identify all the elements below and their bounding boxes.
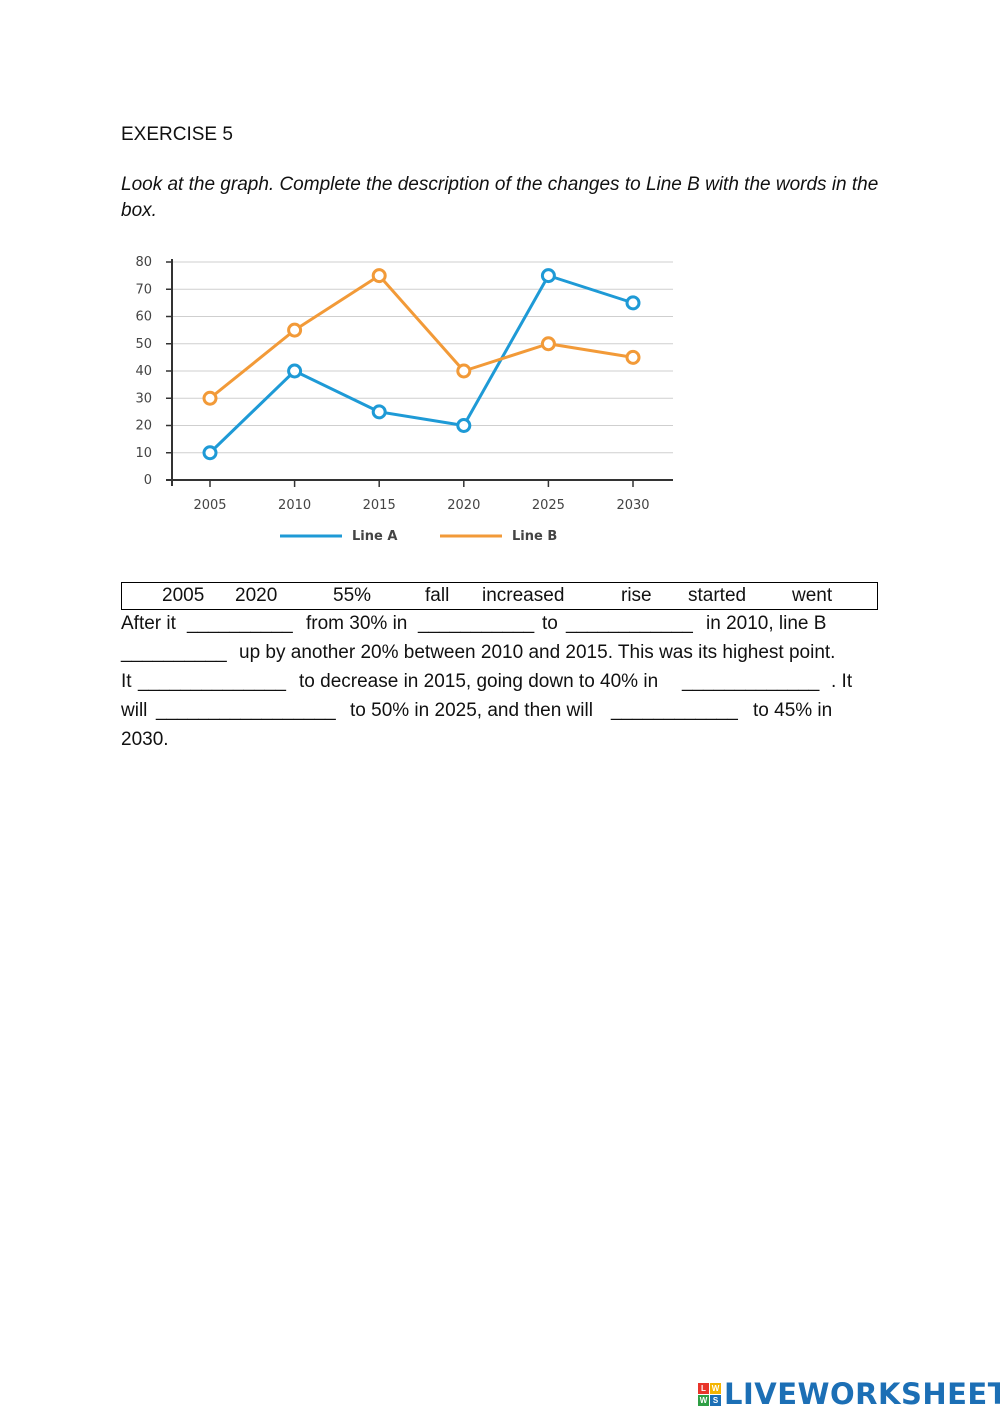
- logo-mark-cell: W: [698, 1394, 709, 1406]
- fill-in-paragraph: After it __________ from 30% in ________…: [121, 609, 881, 754]
- text: . It: [831, 671, 853, 692]
- data-point-line-b: [625, 349, 641, 365]
- text: to decrease in 2015, going down to 40% i…: [299, 671, 659, 692]
- data-point-line-a: [287, 363, 303, 379]
- y-tick-label: 30: [135, 391, 152, 406]
- word-box-item: increased: [482, 585, 565, 606]
- word-box-item: 2020: [235, 585, 278, 606]
- x-tick-label: 2015: [363, 498, 396, 513]
- text: up by another 20% between 2010 and 2015.…: [239, 642, 836, 663]
- series-line-line-a: [208, 274, 634, 454]
- logo-mark-cell: L: [698, 1382, 709, 1394]
- data-point-line-a: [540, 268, 556, 284]
- instructions: Look at the graph. Complete the descript…: [121, 174, 879, 221]
- text: to 45% in: [753, 700, 833, 721]
- paragraph-line: After it __________ from 30% in ________…: [121, 609, 881, 638]
- text: 2030.: [121, 729, 169, 750]
- blank-3[interactable]: ____________: [566, 613, 693, 634]
- word-box-item: 55%: [333, 585, 372, 606]
- data-point-line-b: [371, 268, 387, 284]
- blank-8[interactable]: ____________: [611, 700, 738, 721]
- word-box-item: started: [688, 585, 747, 606]
- x-tick-label: 2025: [532, 498, 565, 513]
- blank-6[interactable]: _____________: [682, 671, 820, 692]
- paragraph-line: 2030.: [121, 725, 881, 754]
- logo-mark-cell: S: [710, 1394, 721, 1406]
- y-tick-label: 40: [135, 364, 152, 379]
- x-tick-label: 2010: [278, 498, 311, 513]
- y-tick-label: 60: [135, 310, 152, 325]
- word-box-item: rise: [621, 585, 652, 606]
- blank-2[interactable]: ___________: [418, 613, 535, 634]
- data-point-line-b: [202, 390, 218, 406]
- blank-4[interactable]: __________: [121, 642, 227, 663]
- blank-7[interactable]: _________________: [156, 700, 336, 721]
- y-tick-label: 50: [135, 337, 152, 352]
- legend-label: Line A: [352, 529, 397, 544]
- series-line-line-b: [209, 274, 634, 400]
- word-box-item: went: [792, 585, 833, 606]
- exercise-title: EXERCISE 5: [121, 124, 233, 145]
- x-tick-label: 2020: [447, 498, 480, 513]
- data-point-line-b: [456, 363, 472, 379]
- text: to: [542, 613, 558, 634]
- y-tick-label: 10: [135, 446, 152, 461]
- data-point-line-a: [202, 445, 218, 461]
- liveworksheets-logo: L W W S LIVEWORKSHEETS: [698, 1377, 1000, 1411]
- text: in 2010, line B: [706, 613, 827, 634]
- word-box-item: 2005: [162, 585, 205, 606]
- word-box: 2005 2020 55% fall increased rise starte…: [121, 582, 878, 610]
- data-point-line-b: [540, 336, 556, 352]
- data-point-line-b: [287, 322, 303, 338]
- logo-mark-cell: W: [710, 1382, 721, 1394]
- text: from 30% in: [306, 613, 408, 634]
- paragraph-line: __________ up by another 20% between 201…: [121, 638, 881, 667]
- paragraph-line: It ______________ to decrease in 2015, g…: [121, 667, 881, 696]
- y-tick-label: 20: [135, 419, 152, 434]
- logo-text: LIVEWORKSHEETS: [724, 1377, 1000, 1411]
- data-point-line-a: [625, 295, 641, 311]
- text: After it: [121, 613, 176, 634]
- y-tick-label: 70: [135, 282, 152, 297]
- x-tick-label: 2005: [193, 498, 226, 513]
- text: It: [121, 671, 132, 692]
- text: will: [121, 700, 148, 721]
- text: to 50% in 2025, and then will: [350, 700, 593, 721]
- word-box-item: fall: [425, 585, 450, 606]
- y-tick-label: 0: [144, 473, 152, 488]
- logo-mark-icon: L W W S: [698, 1382, 721, 1406]
- legend-label: Line B: [512, 529, 557, 544]
- x-tick-label: 2030: [616, 498, 649, 513]
- blank-5[interactable]: ______________: [138, 671, 286, 692]
- data-point-line-a: [371, 404, 387, 420]
- paragraph-line: will _________________ to 50% in 2025, a…: [121, 696, 881, 725]
- blank-1[interactable]: __________: [187, 613, 293, 634]
- y-tick-label: 80: [135, 255, 152, 270]
- data-point-line-a: [456, 418, 472, 433]
